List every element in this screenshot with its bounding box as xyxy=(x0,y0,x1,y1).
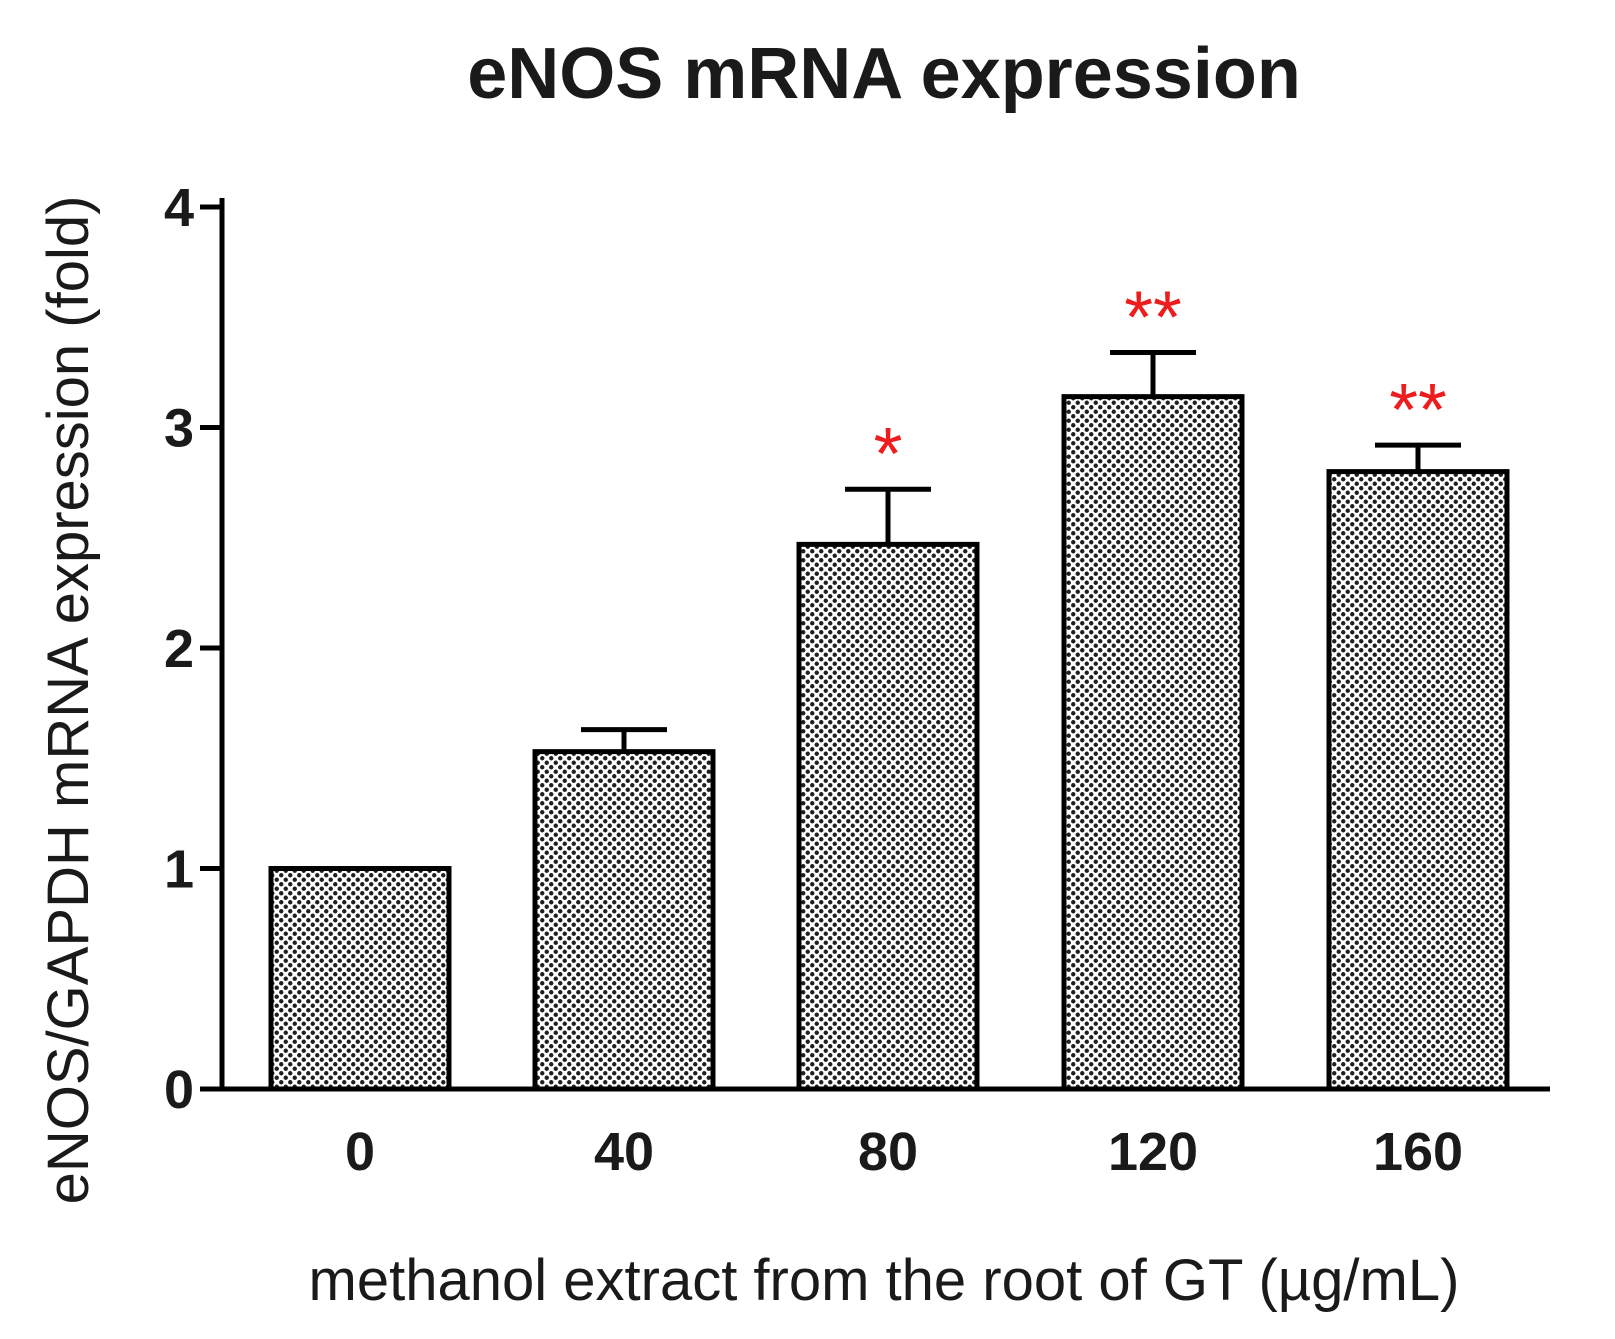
x-axis-label: methanol extract from the root of GT (µg… xyxy=(309,1248,1460,1313)
significance-marker: ** xyxy=(1389,368,1447,451)
x-tick-label: 160 xyxy=(1373,1122,1463,1182)
chart-title: eNOS mRNA expression xyxy=(467,34,1301,114)
bar xyxy=(1061,394,1245,1092)
x-ticks: 0 40 80 120 160 xyxy=(345,1122,1463,1182)
y-tick-label: 4 xyxy=(164,178,194,238)
bar xyxy=(532,749,716,1092)
y-axis-label: eNOS/GAPDH mRNA expression (fold) xyxy=(36,196,101,1205)
x-tick-label: 120 xyxy=(1108,1122,1198,1182)
bars xyxy=(268,394,1510,1092)
significance-marker: * xyxy=(874,412,903,495)
bar xyxy=(1326,469,1510,1092)
x-tick-label: 80 xyxy=(858,1122,918,1182)
y-tick-label: 0 xyxy=(164,1060,194,1120)
y-tick-label: 3 xyxy=(164,399,194,459)
y-tick-label: 1 xyxy=(164,840,194,900)
bar xyxy=(796,541,980,1092)
y-ticks: 0 1 2 3 4 xyxy=(164,178,222,1120)
x-tick-label: 40 xyxy=(594,1122,654,1182)
bar xyxy=(268,866,452,1092)
y-tick-label: 2 xyxy=(164,619,194,679)
significance-markers: ***** xyxy=(874,276,1447,496)
x-tick-label: 0 xyxy=(345,1122,375,1182)
significance-marker: ** xyxy=(1124,276,1182,359)
error-bars xyxy=(581,350,1461,752)
